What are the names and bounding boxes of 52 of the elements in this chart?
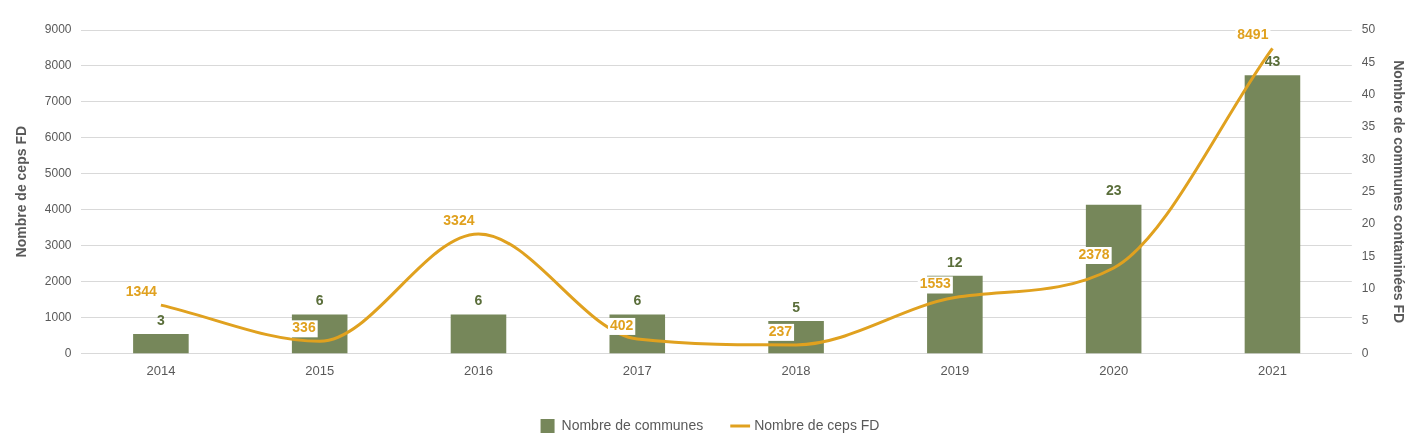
- y-tick-label: 6000: [44, 130, 72, 145]
- y-tick-label: 7000: [44, 94, 72, 109]
- legend-label: Nombre de ceps FD: [754, 416, 880, 433]
- y-axis-title: Nombre de ceps FD: [13, 125, 30, 258]
- y-tick-label: 5000: [44, 166, 72, 181]
- y-tick-label: 0: [64, 345, 72, 360]
- bar: [133, 334, 189, 354]
- data-label: 336: [292, 319, 316, 336]
- x-tick-label: 2014: [146, 362, 176, 378]
- x-tick-label: 2019: [940, 362, 970, 378]
- y2-tick-label: 35: [1361, 119, 1376, 134]
- data-label: 8491: [1237, 26, 1269, 43]
- x-tick-label: 2020: [1099, 362, 1129, 378]
- y-tick-label: 4000: [44, 201, 72, 216]
- y2-axis-title: Nombre de communes contaminées FD: [1390, 60, 1407, 324]
- y2-tick-label: 10: [1361, 281, 1376, 296]
- data-label: 1344: [125, 282, 158, 299]
- y-tick-label: 2000: [44, 273, 72, 288]
- y2-tick-label: 20: [1361, 216, 1376, 231]
- y2-tick-label: 5: [1361, 313, 1369, 328]
- data-label: 12: [947, 253, 963, 270]
- y2-tick-label: 50: [1361, 22, 1376, 37]
- x-tick-label: 2016: [464, 362, 493, 378]
- data-label: 3: [156, 311, 165, 328]
- y-tick-label: 9000: [44, 22, 72, 37]
- data-label: 3324: [443, 211, 475, 228]
- y2-tick-label: 25: [1361, 184, 1376, 199]
- data-label: 6: [315, 292, 324, 309]
- bar: [450, 314, 507, 354]
- y2-tick-label: 40: [1361, 86, 1376, 101]
- y-tick-label: 1000: [44, 309, 72, 324]
- y2-tick-label: 0: [1361, 345, 1369, 360]
- y2-tick-label: 15: [1361, 248, 1376, 263]
- data-label: 402: [609, 316, 634, 333]
- x-tick-label: 2021: [1257, 362, 1287, 378]
- legend-label: Nombre de communes: [561, 416, 704, 433]
- x-tick-label: 2015: [305, 362, 335, 378]
- data-label: 23: [1105, 182, 1122, 199]
- data-label: 5: [792, 298, 801, 315]
- data-label: 237: [768, 322, 793, 339]
- x-tick-label: 2017: [622, 362, 652, 378]
- data-label: 43: [1264, 53, 1281, 70]
- data-label: 1553: [919, 275, 952, 292]
- x-tick-label: 2018: [781, 362, 811, 378]
- y2-tick-label: 45: [1361, 54, 1376, 69]
- data-label: 6: [633, 292, 642, 309]
- data-label: 6: [474, 292, 483, 309]
- bar: [1244, 75, 1301, 354]
- data-label: 2378: [1078, 245, 1110, 262]
- y2-tick-label: 30: [1361, 151, 1376, 166]
- y-tick-label: 3000: [44, 237, 72, 252]
- y-tick-label: 8000: [44, 58, 72, 73]
